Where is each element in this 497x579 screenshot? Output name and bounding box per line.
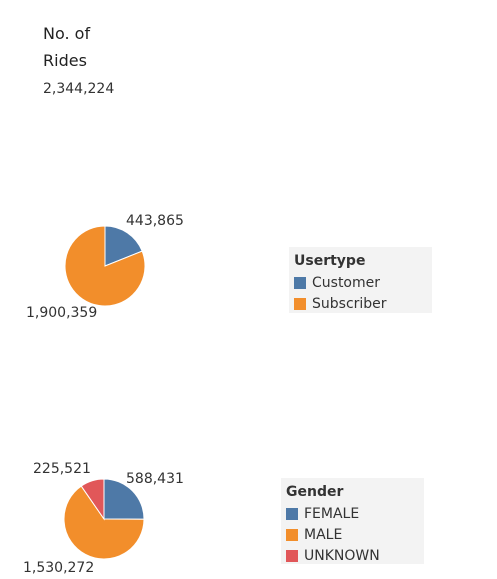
- legend-item-customer[interactable]: Customer: [294, 272, 432, 293]
- legend-label-female: FEMALE: [304, 505, 360, 522]
- legend-label-unknown: UNKNOWN: [304, 547, 380, 564]
- gender-legend: Gender FEMALE MALE UNKNOWN: [281, 478, 424, 564]
- gender-legend-title: Gender: [286, 484, 344, 500]
- usertype-legend: Usertype Customer Subscriber: [289, 247, 432, 313]
- usertype-slice-subscriber[interactable]: [64, 225, 146, 307]
- gender-slice-unknown[interactable]: [80, 478, 105, 521]
- usertype-label-subscriber: 1,900,359: [26, 305, 97, 321]
- gender-label-unknown: 225,521: [33, 461, 91, 477]
- legend-label-male: MALE: [304, 526, 343, 543]
- legend-item-unknown[interactable]: UNKNOWN: [286, 545, 424, 566]
- unknown-swatch: [286, 549, 298, 562]
- legend-item-subscriber[interactable]: Subscriber: [294, 293, 432, 314]
- legend-label-subscriber: Subscriber: [312, 295, 387, 312]
- title-line-1: No. of: [43, 24, 91, 43]
- gender-pie-chart: 225,521 588,431 1,530,272: [23, 461, 184, 576]
- usertype-label-customer: 443,865: [126, 213, 184, 229]
- chart-title: No. of Rides: [43, 20, 90, 74]
- male-swatch: [286, 528, 298, 541]
- female-swatch: [286, 507, 298, 520]
- legend-item-female[interactable]: FEMALE: [286, 503, 424, 524]
- title-line-2: Rides: [43, 51, 87, 70]
- usertype-pie-chart: 443,865 1,900,359: [26, 213, 184, 321]
- gender-label-female: 588,431: [126, 471, 184, 487]
- gender-slice-female[interactable]: [103, 478, 145, 520]
- usertype-slices: [64, 225, 146, 307]
- customer-swatch: [294, 276, 306, 289]
- subscriber-swatch: [294, 297, 306, 310]
- gender-label-male: 1,530,272: [23, 560, 94, 576]
- gender-slices: [63, 478, 145, 560]
- legend-item-male[interactable]: MALE: [286, 524, 424, 545]
- usertype-slice-customer[interactable]: [104, 225, 143, 267]
- legend-label-customer: Customer: [312, 274, 381, 291]
- gender-slice-male[interactable]: [63, 485, 145, 560]
- total-rides-value: 2,344,224: [43, 81, 115, 97]
- usertype-legend-title: Usertype: [294, 253, 366, 269]
